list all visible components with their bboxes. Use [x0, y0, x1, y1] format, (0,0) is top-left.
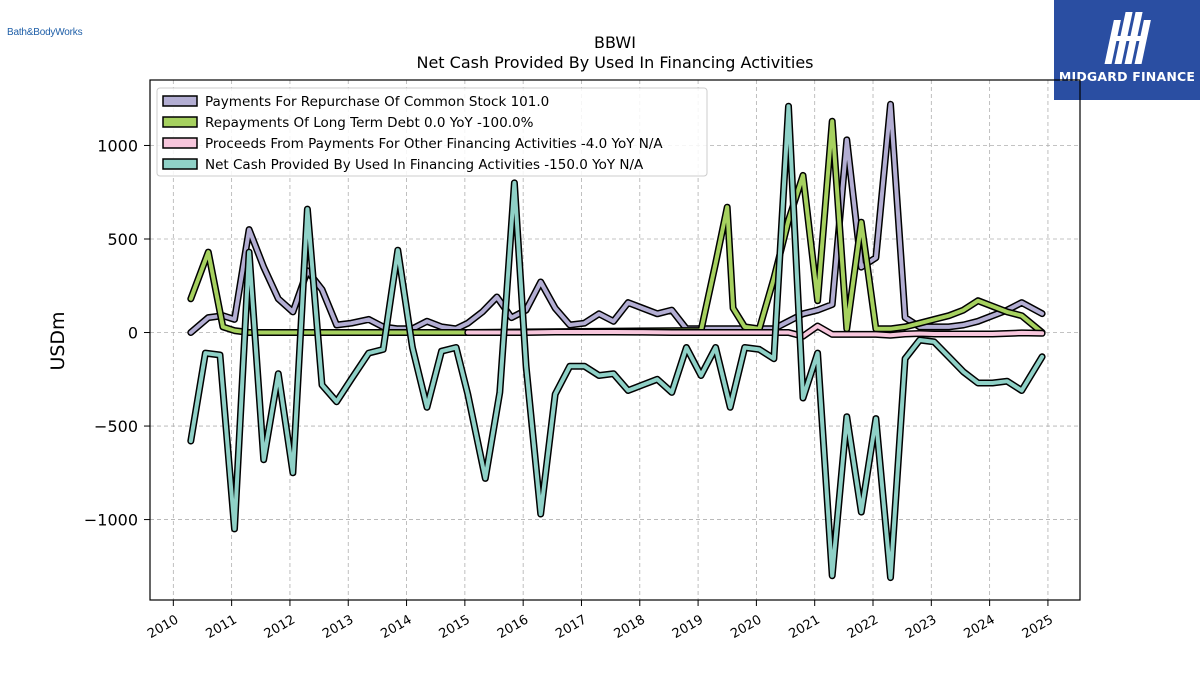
legend-label: Net Cash Provided By Used In Financing A…	[205, 157, 644, 173]
series-layer	[187, 100, 1046, 582]
chart-subtitle: Net Cash Provided By Used In Financing A…	[416, 53, 813, 72]
x-tick-label: 2020	[728, 612, 764, 642]
y-tick-label: −500	[94, 417, 138, 436]
x-tick-label: 2024	[961, 612, 997, 642]
midgard-emblem-icon	[1104, 12, 1151, 64]
series-line	[188, 104, 1045, 580]
legend-label: Payments For Repurchase Of Common Stock …	[205, 94, 549, 110]
legend-box	[156, 87, 708, 177]
x-tick-label: 2025	[1020, 612, 1056, 642]
bath-body-works-logo: Bath&BodyWorks	[7, 27, 83, 38]
x-tick-label: 2010	[145, 612, 181, 642]
x-tick-label: 2016	[495, 612, 531, 642]
y-tick-label: 0	[128, 324, 138, 343]
x-tick-label: 2012	[262, 612, 298, 642]
x-tick-label: 2019	[670, 612, 706, 642]
x-tick-label: 2018	[612, 612, 648, 642]
legend-swatch	[162, 137, 198, 149]
x-tick-label: 2021	[787, 612, 823, 642]
y-axis-label: USDm	[47, 311, 69, 370]
x-tick-label: 2022	[845, 612, 881, 642]
axis-layer: −1000 −500 0 500 1000 2010 2011 2012 2013 2014 201…	[84, 136, 1056, 642]
x-tick-label: 2023	[903, 612, 939, 642]
legend-label: Repayments Of Long Term Debt 0.0 YoY -10…	[205, 115, 534, 131]
x-tick-label: 2011	[203, 612, 239, 642]
chart-title: BBWI	[594, 33, 636, 52]
y-tick-label: 1000	[97, 136, 138, 155]
midgard-finance-logo: MIDGARD FINANCE	[1054, 0, 1200, 100]
y-tick-label: −1000	[84, 511, 138, 530]
x-tick-label: 2015	[437, 612, 473, 642]
x-tick-label: 2014	[378, 612, 414, 642]
y-tick-label: 500	[107, 230, 138, 249]
plot-frame	[149, 79, 1081, 601]
legend: Payments For Repurchase Of Common Stock …	[156, 87, 708, 177]
x-tick-label: 2017	[553, 612, 589, 642]
series-line	[465, 324, 1045, 339]
legend-label: Proceeds From Payments For Other Financi…	[205, 136, 663, 152]
legend-swatch	[162, 158, 198, 170]
midgard-brand-text: MIDGARD FINANCE	[1058, 69, 1196, 84]
x-tick-label: 2013	[320, 612, 356, 642]
legend-swatch	[162, 95, 198, 107]
legend-swatch	[162, 116, 198, 128]
series-line	[188, 102, 1045, 335]
